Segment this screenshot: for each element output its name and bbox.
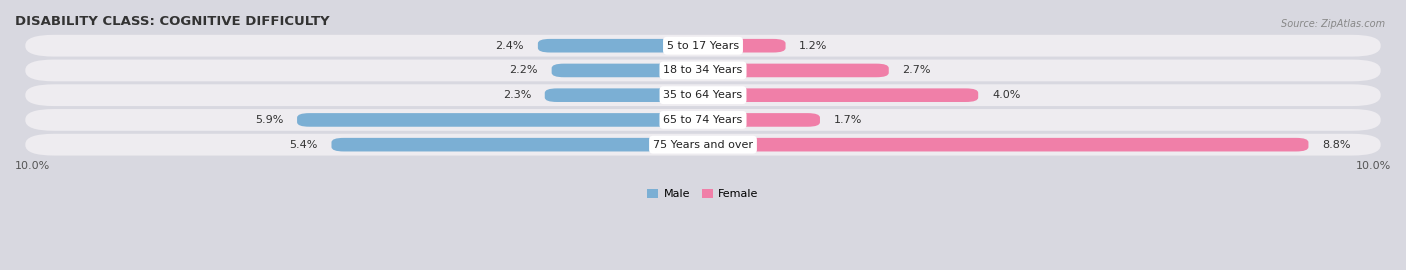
FancyBboxPatch shape: [703, 88, 979, 102]
FancyBboxPatch shape: [25, 60, 1381, 81]
Text: 8.8%: 8.8%: [1322, 140, 1351, 150]
Text: 35 to 64 Years: 35 to 64 Years: [664, 90, 742, 100]
Text: 4.0%: 4.0%: [993, 90, 1021, 100]
Text: 5.4%: 5.4%: [290, 140, 318, 150]
Text: 5 to 17 Years: 5 to 17 Years: [666, 41, 740, 51]
Text: 2.2%: 2.2%: [509, 65, 538, 75]
FancyBboxPatch shape: [25, 134, 1381, 156]
Text: 18 to 34 Years: 18 to 34 Years: [664, 65, 742, 75]
FancyBboxPatch shape: [538, 39, 703, 52]
Text: 10.0%: 10.0%: [1355, 161, 1391, 171]
Text: Source: ZipAtlas.com: Source: ZipAtlas.com: [1281, 19, 1385, 29]
FancyBboxPatch shape: [25, 35, 1381, 57]
Text: 1.2%: 1.2%: [800, 41, 828, 51]
FancyBboxPatch shape: [703, 64, 889, 77]
Text: 10.0%: 10.0%: [15, 161, 51, 171]
Text: 5.9%: 5.9%: [254, 115, 284, 125]
FancyBboxPatch shape: [551, 64, 703, 77]
Text: 75 Years and over: 75 Years and over: [652, 140, 754, 150]
FancyBboxPatch shape: [703, 138, 1309, 151]
FancyBboxPatch shape: [25, 84, 1381, 106]
FancyBboxPatch shape: [297, 113, 703, 127]
FancyBboxPatch shape: [544, 88, 703, 102]
FancyBboxPatch shape: [25, 109, 1381, 131]
Text: 2.7%: 2.7%: [903, 65, 931, 75]
FancyBboxPatch shape: [332, 138, 703, 151]
Text: 2.4%: 2.4%: [496, 41, 524, 51]
Text: 65 to 74 Years: 65 to 74 Years: [664, 115, 742, 125]
Legend: Male, Female: Male, Female: [643, 184, 763, 203]
Text: 2.3%: 2.3%: [502, 90, 531, 100]
FancyBboxPatch shape: [703, 39, 786, 52]
Text: DISABILITY CLASS: COGNITIVE DIFFICULTY: DISABILITY CLASS: COGNITIVE DIFFICULTY: [15, 15, 329, 28]
Text: 1.7%: 1.7%: [834, 115, 862, 125]
FancyBboxPatch shape: [703, 113, 820, 127]
